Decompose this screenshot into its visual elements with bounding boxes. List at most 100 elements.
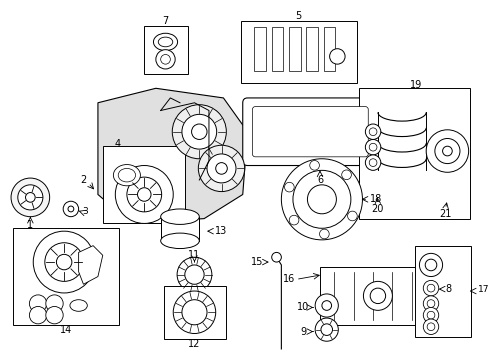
Circle shape: [368, 143, 376, 151]
Circle shape: [442, 146, 451, 156]
Circle shape: [45, 243, 83, 282]
Circle shape: [18, 185, 43, 210]
Text: 13: 13: [215, 226, 227, 236]
Bar: [271, 27, 283, 71]
Circle shape: [11, 178, 50, 217]
Circle shape: [363, 282, 391, 310]
Circle shape: [284, 182, 294, 192]
Circle shape: [434, 139, 459, 163]
Circle shape: [46, 295, 63, 312]
Circle shape: [161, 54, 170, 64]
Circle shape: [172, 105, 226, 159]
Bar: [240, 21, 356, 84]
Ellipse shape: [158, 37, 172, 47]
Bar: [319, 267, 435, 325]
Circle shape: [365, 139, 380, 155]
Circle shape: [368, 128, 376, 136]
Bar: [414, 246, 469, 337]
Text: 20: 20: [371, 204, 383, 214]
Circle shape: [156, 50, 175, 69]
Circle shape: [29, 295, 47, 312]
Ellipse shape: [153, 33, 177, 51]
Circle shape: [198, 145, 244, 192]
Bar: [254, 27, 265, 71]
Ellipse shape: [113, 165, 140, 186]
Text: 10: 10: [297, 302, 309, 312]
Circle shape: [281, 159, 362, 240]
Circle shape: [427, 300, 434, 307]
Circle shape: [307, 185, 336, 214]
Circle shape: [423, 307, 438, 323]
Text: 21: 21: [438, 209, 451, 219]
Circle shape: [292, 170, 350, 228]
Circle shape: [173, 291, 215, 333]
Bar: [161, 217, 199, 241]
Bar: [13, 228, 119, 325]
Circle shape: [425, 259, 436, 271]
Circle shape: [365, 124, 380, 139]
Text: 8: 8: [445, 284, 450, 294]
Circle shape: [321, 301, 331, 310]
Text: 5: 5: [295, 11, 301, 21]
Circle shape: [368, 159, 376, 166]
Text: 15: 15: [250, 257, 263, 267]
Circle shape: [25, 193, 35, 202]
Text: 1: 1: [27, 220, 33, 230]
Ellipse shape: [70, 300, 87, 311]
Circle shape: [426, 130, 468, 172]
Circle shape: [423, 319, 438, 334]
Circle shape: [427, 323, 434, 330]
Text: 7: 7: [162, 16, 168, 26]
Text: 11: 11: [188, 250, 200, 260]
Circle shape: [191, 124, 206, 139]
Circle shape: [56, 254, 72, 270]
Circle shape: [206, 154, 236, 183]
Circle shape: [423, 296, 438, 311]
Ellipse shape: [161, 209, 199, 224]
Bar: [163, 286, 226, 339]
Text: 18: 18: [369, 194, 381, 204]
Circle shape: [347, 211, 357, 221]
Circle shape: [427, 284, 434, 292]
Bar: [306, 27, 317, 71]
Bar: [358, 88, 468, 219]
Circle shape: [314, 294, 338, 317]
Circle shape: [329, 49, 345, 64]
Polygon shape: [79, 246, 102, 284]
Circle shape: [215, 163, 227, 174]
Text: 14: 14: [60, 325, 72, 335]
Circle shape: [314, 318, 338, 341]
Circle shape: [126, 177, 162, 212]
Circle shape: [33, 231, 95, 293]
Circle shape: [341, 170, 351, 180]
Bar: [323, 27, 335, 71]
Circle shape: [184, 265, 203, 284]
Circle shape: [369, 288, 385, 303]
Text: 4: 4: [114, 139, 120, 149]
Text: 3: 3: [82, 207, 88, 216]
Circle shape: [137, 188, 151, 201]
FancyBboxPatch shape: [252, 107, 367, 157]
Bar: [144, 26, 187, 74]
Polygon shape: [98, 88, 247, 224]
Circle shape: [182, 114, 216, 149]
Circle shape: [419, 253, 442, 276]
Circle shape: [309, 161, 319, 170]
Bar: [102, 146, 184, 224]
Circle shape: [320, 324, 332, 336]
Text: 16: 16: [283, 274, 295, 284]
Circle shape: [365, 155, 380, 170]
Text: 6: 6: [316, 175, 323, 185]
Text: 9: 9: [300, 327, 306, 337]
Ellipse shape: [118, 168, 135, 182]
Circle shape: [63, 201, 79, 217]
Circle shape: [46, 306, 63, 324]
Circle shape: [29, 306, 47, 324]
Text: 17: 17: [477, 285, 488, 294]
Ellipse shape: [161, 233, 199, 248]
Bar: [288, 27, 300, 71]
FancyBboxPatch shape: [242, 98, 377, 166]
Circle shape: [423, 280, 438, 296]
Circle shape: [288, 215, 298, 225]
Circle shape: [319, 229, 328, 239]
